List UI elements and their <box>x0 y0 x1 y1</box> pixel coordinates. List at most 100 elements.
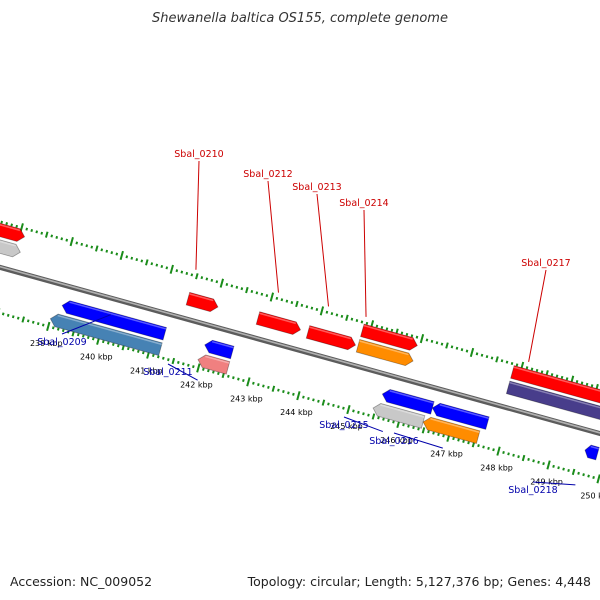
forward-tick <box>260 292 264 296</box>
reverse-tick <box>167 358 170 362</box>
reverse-tick <box>292 392 295 396</box>
reverse-tick <box>237 377 240 381</box>
gene-arrow-red <box>360 323 418 351</box>
forward-tick <box>525 366 529 370</box>
forward-tick <box>335 313 339 317</box>
gene-label: Sbal_0216 <box>369 436 418 447</box>
reverse-tick <box>171 357 176 365</box>
forward-tick <box>535 368 539 372</box>
reverse-tick <box>342 406 345 410</box>
gene-label-leader <box>532 481 576 486</box>
forward-tick <box>540 370 544 374</box>
forward-tick <box>330 312 334 316</box>
gene-highlight <box>69 301 167 330</box>
forward-tick <box>145 259 149 266</box>
forward-tick <box>250 289 254 293</box>
forward-tick <box>10 223 14 227</box>
reverse-tick <box>232 376 235 380</box>
gene-arrow-blue <box>61 300 167 341</box>
forward-tick <box>380 325 384 330</box>
forward-tick <box>460 348 464 352</box>
reverse-tick <box>202 367 205 371</box>
forward-tick <box>365 321 369 325</box>
kbp-label: 247 kbp <box>430 450 463 459</box>
forward-tick <box>315 307 319 312</box>
reverse-tick <box>246 377 251 387</box>
reverse-tick <box>452 437 455 441</box>
reverse-tick <box>496 446 501 456</box>
gene-arrow-orange <box>422 416 481 444</box>
reverse-tick <box>567 469 570 473</box>
forward-tick <box>580 381 584 385</box>
forward-tick <box>495 356 499 363</box>
forward-tick <box>505 360 509 364</box>
gene-arrow-red <box>185 291 219 313</box>
gene-arrow-blue <box>204 339 235 360</box>
gene-highlight <box>439 404 489 420</box>
forward-tick <box>319 306 325 316</box>
reverse-tick <box>81 334 85 338</box>
forward-tick <box>90 245 94 249</box>
forward-tick <box>440 342 444 346</box>
gene-arrow-blue <box>584 444 600 461</box>
forward-tick <box>169 264 174 274</box>
forward-tick <box>30 228 34 233</box>
reverse-tick <box>537 460 540 464</box>
reverse-tick <box>527 457 530 461</box>
kbp-label-layer: 239 kbp 240 kbp 241 kbp 242 kbp 243 kbp 244 k… <box>30 339 600 500</box>
forward-tick <box>345 314 349 321</box>
forward-tick <box>585 382 589 386</box>
forward-tick <box>325 310 329 314</box>
forward-tick <box>290 301 294 305</box>
reverse-tick <box>46 321 51 332</box>
reverse-tick <box>312 398 315 402</box>
forward-tick <box>285 299 289 303</box>
reverse-tick <box>346 404 351 415</box>
forward-tick <box>235 285 239 289</box>
reverse-tick <box>557 466 560 470</box>
backbone-layer <box>0 264 600 437</box>
reverse-tick <box>427 430 430 434</box>
gene-label: Sbal_0209 <box>37 337 86 348</box>
forward-tick <box>565 377 569 381</box>
gene-highlight <box>363 324 413 340</box>
reverse-tick <box>521 454 526 462</box>
gene-arrow-blue <box>381 389 435 415</box>
forward-tick <box>300 303 304 307</box>
forward-tick <box>185 271 189 275</box>
forward-tick <box>69 236 74 247</box>
gene-highlight <box>590 445 600 450</box>
forward-tick <box>25 227 29 231</box>
forward-tick <box>355 319 359 323</box>
reverse-tick <box>31 320 35 324</box>
forward-tick <box>195 273 199 280</box>
forward-tick <box>230 284 234 288</box>
forward-tick <box>310 306 314 310</box>
gene-arrow-red <box>0 222 26 242</box>
reverse-tick <box>562 467 565 471</box>
gene-highlight <box>0 240 16 247</box>
reverse-tick <box>192 365 195 369</box>
reverse-tick <box>126 347 130 351</box>
reverse-tick <box>262 384 265 388</box>
gene-highlight <box>430 418 480 434</box>
reverse-tick <box>327 402 330 406</box>
forward-tick <box>425 338 429 342</box>
forward-tick <box>410 334 414 338</box>
reverse-tick <box>546 460 551 470</box>
gene-label: Sbal_0217 <box>521 258 570 269</box>
forward-tick <box>305 305 309 309</box>
gene-label: Sbal_0213 <box>292 182 341 193</box>
reverse-tick <box>357 410 360 414</box>
genome-summary-text: Topology: circular; Length: 5,127,376 bp… <box>247 574 591 589</box>
reverse-tick <box>287 391 290 395</box>
forward-tick <box>400 331 404 335</box>
reverse-tick <box>412 426 415 430</box>
reverse-tick <box>101 340 105 344</box>
forward-tick <box>255 291 259 295</box>
forward-tick <box>590 384 594 388</box>
forward-tick <box>200 276 204 280</box>
reverse-tick <box>6 313 10 317</box>
forward-tick <box>0 220 4 224</box>
forward-tick <box>5 222 9 226</box>
